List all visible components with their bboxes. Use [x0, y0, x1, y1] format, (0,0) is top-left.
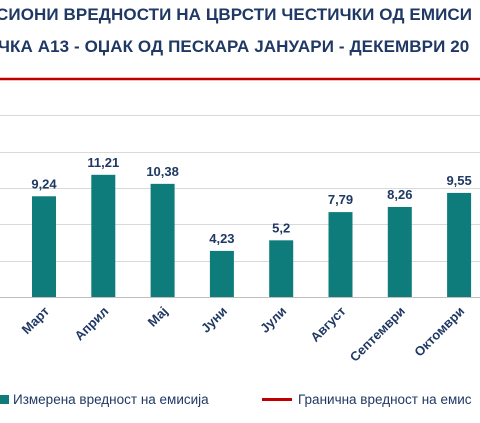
legend-limit: Гранична вредност на емис	[262, 389, 472, 409]
bar-5	[328, 212, 353, 297]
data-label-6: 8,26	[387, 187, 412, 202]
bars	[32, 174, 472, 297]
data-label-4: 5,2	[272, 220, 290, 235]
data-label-1: 11,21	[87, 155, 119, 170]
x-tick-label-4: Јули	[257, 304, 289, 336]
bar-1	[91, 174, 116, 297]
chart-title-line-1: СИОНИ ВРЕДНОСТИ НА ЦВРСТИ ЧЕСТИЧКИ ОД ЕМ…	[0, 5, 473, 24]
data-label-3: 4,23	[209, 231, 234, 246]
x-tick-label-1: Април	[72, 304, 112, 344]
x-tick-label-0: Март	[19, 304, 52, 337]
bar-2	[150, 183, 175, 297]
x-tick-label-6: Септември	[347, 304, 408, 365]
legend-measured: Измерена вредност на емисија	[0, 389, 209, 409]
data-label-5: 7,79	[328, 192, 353, 207]
chart-title-line-2: ЧКА А13 - ОЏАК ОД ПЕСКАРА ЈАНУАРИ - ДЕКЕ…	[0, 37, 470, 56]
x-tick-label-7: Октомври	[411, 304, 467, 360]
data-label-7: 9,55	[446, 173, 471, 188]
legend-limit-swatch	[262, 397, 292, 401]
x-tick-label-3: Јуни	[198, 304, 230, 336]
x-tick-label-5: Август	[307, 304, 348, 345]
data-label-2: 10,38	[146, 164, 179, 179]
bar-4	[269, 240, 294, 297]
data-labels: 9,24 11,21 10,38 4,23 5,2 7,79 8,26 9,55	[31, 155, 471, 246]
legend-measured-swatch	[0, 394, 9, 404]
legend-limit-label: Гранична вредност на емис	[298, 391, 472, 407]
bar-0	[32, 196, 56, 297]
legend-measured-label: Измерена вредност на емисија	[13, 391, 209, 407]
data-label-0: 9,24	[31, 176, 57, 191]
x-tick-label-2: Мај	[145, 304, 171, 330]
bar-3	[209, 250, 234, 297]
bar-6	[387, 206, 412, 297]
bar-7	[447, 192, 472, 297]
